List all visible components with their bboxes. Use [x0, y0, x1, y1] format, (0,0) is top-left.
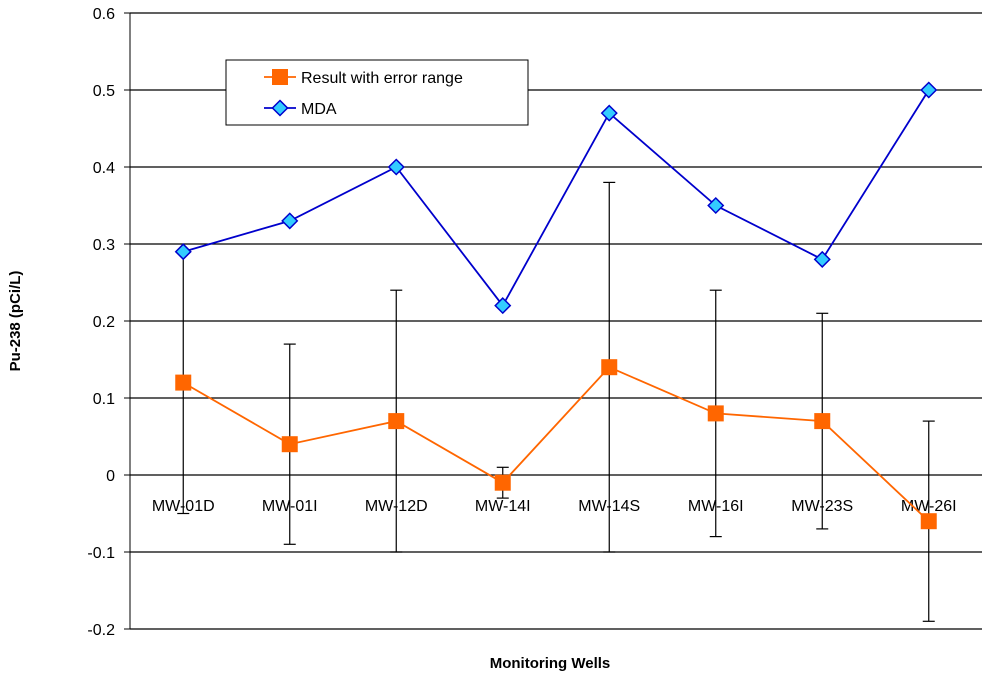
- x-axis-title: Monitoring Wells: [490, 655, 611, 672]
- mda-point: [174, 243, 192, 261]
- y-ticks: 0.6 0.5 0.4 0.3 0.2 0.1 0 -0.1 -0.2: [87, 6, 130, 639]
- error-bars: [177, 181, 935, 622]
- x-ticks: MW-01D MW-01I MW-12D MW-14I MW-14S MW-16I MW-2…: [152, 498, 957, 515]
- legend-label: Result with error range: [301, 70, 463, 87]
- mda-point: [920, 81, 938, 99]
- result-point: [707, 405, 724, 422]
- result-point: [814, 413, 831, 430]
- result-point: [388, 413, 405, 430]
- y-tick-label: 0.3: [93, 237, 115, 254]
- mda-point: [494, 297, 512, 315]
- mda-point: [600, 104, 618, 122]
- y-tick-label: 0.1: [93, 391, 115, 408]
- y-tick-label: 0.5: [93, 83, 115, 100]
- y-tick-label: 0.4: [93, 160, 115, 177]
- result-point: [175, 374, 192, 391]
- result-point: [601, 359, 618, 376]
- mda-point: [813, 250, 831, 268]
- y-tick-label: 0.2: [93, 314, 115, 331]
- legend-marker-mda: [271, 99, 289, 117]
- result-point: [920, 513, 937, 530]
- legend-marker-result: [272, 69, 288, 85]
- mda-point: [281, 212, 299, 230]
- series: [174, 81, 938, 530]
- result-line: [182, 366, 930, 522]
- result-point: [494, 474, 511, 491]
- mda-point: [387, 158, 405, 176]
- legend: Result with error range MDA: [225, 59, 529, 126]
- y-tick-label: -0.2: [87, 622, 115, 639]
- y-axis-title: Pu-238 (pCi/L): [7, 271, 24, 372]
- mda-point: [707, 196, 725, 215]
- y-tick-label: 0.6: [93, 6, 115, 23]
- result-point: [281, 436, 298, 453]
- y-tick-label: -0.1: [87, 545, 115, 562]
- legend-label: MDA: [301, 101, 337, 118]
- y-tick-label: 0: [106, 468, 115, 485]
- legend-items: Result with error range MDA: [264, 69, 463, 118]
- mda-line: [182, 89, 930, 308]
- x-tick-label: MW-14I: [475, 498, 531, 515]
